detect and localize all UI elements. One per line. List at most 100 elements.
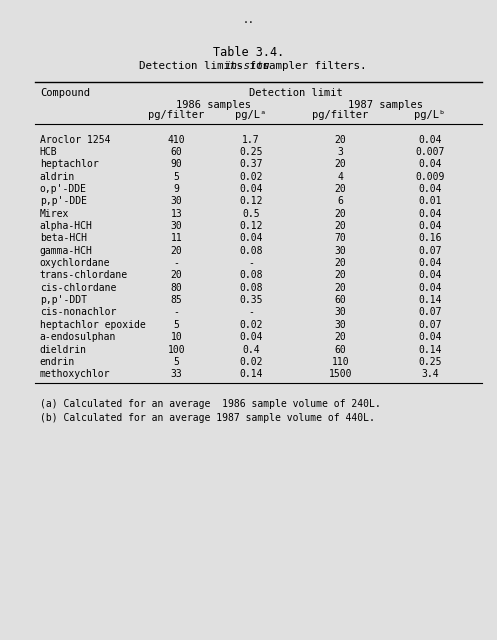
Text: 11: 11 (170, 234, 182, 243)
Text: 20: 20 (334, 184, 346, 194)
Text: 1987 samples: 1987 samples (348, 100, 422, 110)
Text: 70: 70 (334, 234, 346, 243)
Text: 0.04: 0.04 (418, 134, 442, 145)
Text: 4: 4 (337, 172, 343, 182)
Text: 0.007: 0.007 (415, 147, 445, 157)
Text: 0.14: 0.14 (418, 295, 442, 305)
Text: Detection limits for: Detection limits for (139, 61, 276, 71)
Text: 5: 5 (173, 172, 179, 182)
Text: 6: 6 (337, 196, 343, 206)
Text: 20: 20 (334, 332, 346, 342)
Text: 33: 33 (170, 369, 182, 380)
Text: dieldrin: dieldrin (40, 344, 87, 355)
Text: 0.02: 0.02 (239, 320, 263, 330)
Text: o,p'-DDE: o,p'-DDE (40, 184, 87, 194)
Text: oxychlordane: oxychlordane (40, 258, 110, 268)
Text: 100: 100 (167, 344, 185, 355)
Text: in-situ: in-situ (225, 61, 271, 71)
Text: -: - (248, 258, 254, 268)
Text: -: - (248, 307, 254, 317)
Text: heptachlor: heptachlor (40, 159, 98, 169)
Text: 0.08: 0.08 (239, 270, 263, 280)
Text: 0.04: 0.04 (418, 221, 442, 231)
Text: pg/Lᵃ: pg/Lᵃ (236, 110, 266, 120)
Text: 20: 20 (334, 258, 346, 268)
Text: Table 3.4.: Table 3.4. (213, 46, 284, 59)
Text: 0.08: 0.08 (239, 246, 263, 256)
Text: 0.02: 0.02 (239, 172, 263, 182)
Text: 0.04: 0.04 (418, 332, 442, 342)
Text: 0.009: 0.009 (415, 172, 445, 182)
Text: 60: 60 (334, 344, 346, 355)
Text: 0.04: 0.04 (418, 159, 442, 169)
Text: 110: 110 (331, 357, 349, 367)
Text: 0.5: 0.5 (242, 209, 260, 219)
Text: 1500: 1500 (329, 369, 352, 380)
Text: 20: 20 (334, 270, 346, 280)
Text: methoxychlor: methoxychlor (40, 369, 110, 380)
Text: 3: 3 (337, 147, 343, 157)
Text: 30: 30 (170, 221, 182, 231)
Text: Mirex: Mirex (40, 209, 69, 219)
Text: 0.04: 0.04 (418, 283, 442, 292)
Text: 20: 20 (334, 283, 346, 292)
Text: 0.37: 0.37 (239, 159, 263, 169)
Text: 1.7: 1.7 (242, 134, 260, 145)
Text: 0.25: 0.25 (239, 147, 263, 157)
Text: aldrin: aldrin (40, 172, 75, 182)
Text: 0.25: 0.25 (418, 357, 442, 367)
Text: 0.12: 0.12 (239, 196, 263, 206)
Text: Aroclor 1254: Aroclor 1254 (40, 134, 110, 145)
Text: 20: 20 (170, 246, 182, 256)
Text: 0.04: 0.04 (418, 184, 442, 194)
Text: 85: 85 (170, 295, 182, 305)
Text: 80: 80 (170, 283, 182, 292)
Text: 60: 60 (170, 147, 182, 157)
Text: 5: 5 (173, 357, 179, 367)
Text: 60: 60 (334, 295, 346, 305)
Text: alpha-HCH: alpha-HCH (40, 221, 92, 231)
Text: cis-chlordane: cis-chlordane (40, 283, 116, 292)
Text: 5: 5 (173, 320, 179, 330)
Text: 0.04: 0.04 (239, 184, 263, 194)
Text: ..: .. (243, 15, 254, 26)
Text: 20: 20 (170, 270, 182, 280)
Text: 1986 samples: 1986 samples (176, 100, 251, 110)
Text: 0.02: 0.02 (239, 357, 263, 367)
Text: 30: 30 (334, 320, 346, 330)
Text: pg/Lᵇ: pg/Lᵇ (414, 110, 445, 120)
Text: heptachlor epoxide: heptachlor epoxide (40, 320, 146, 330)
Text: cis-nonachlor: cis-nonachlor (40, 307, 116, 317)
Text: Detection limit: Detection limit (249, 88, 342, 99)
Text: 0.04: 0.04 (239, 332, 263, 342)
Text: pg/filter: pg/filter (148, 110, 205, 120)
Text: 90: 90 (170, 159, 182, 169)
Text: a-endosulphan: a-endosulphan (40, 332, 116, 342)
Text: 0.16: 0.16 (418, 234, 442, 243)
Text: 30: 30 (334, 246, 346, 256)
Text: 20: 20 (334, 159, 346, 169)
Text: 0.07: 0.07 (418, 320, 442, 330)
Text: 30: 30 (170, 196, 182, 206)
Text: p,p'-DDE: p,p'-DDE (40, 196, 87, 206)
Text: 0.04: 0.04 (418, 270, 442, 280)
Text: trans-chlordane: trans-chlordane (40, 270, 128, 280)
Text: 30: 30 (334, 307, 346, 317)
Text: 13: 13 (170, 209, 182, 219)
Text: 0.14: 0.14 (418, 344, 442, 355)
Text: (a) Calculated for an average  1986 sample volume of 240L.: (a) Calculated for an average 1986 sampl… (40, 399, 381, 409)
Text: p,p'-DDT: p,p'-DDT (40, 295, 87, 305)
Text: (b) Calculated for an average 1987 sample volume of 440L.: (b) Calculated for an average 1987 sampl… (40, 413, 375, 423)
Text: 0.07: 0.07 (418, 246, 442, 256)
Text: 0.04: 0.04 (239, 234, 263, 243)
Text: HCB: HCB (40, 147, 57, 157)
Text: 0.08: 0.08 (239, 283, 263, 292)
Text: -: - (173, 258, 179, 268)
Text: 3.4: 3.4 (421, 369, 439, 380)
Text: 410: 410 (167, 134, 185, 145)
Text: 0.35: 0.35 (239, 295, 263, 305)
Text: sampler filters.: sampler filters. (256, 61, 366, 71)
Text: 0.04: 0.04 (418, 209, 442, 219)
Text: 0.07: 0.07 (418, 307, 442, 317)
Text: 9: 9 (173, 184, 179, 194)
